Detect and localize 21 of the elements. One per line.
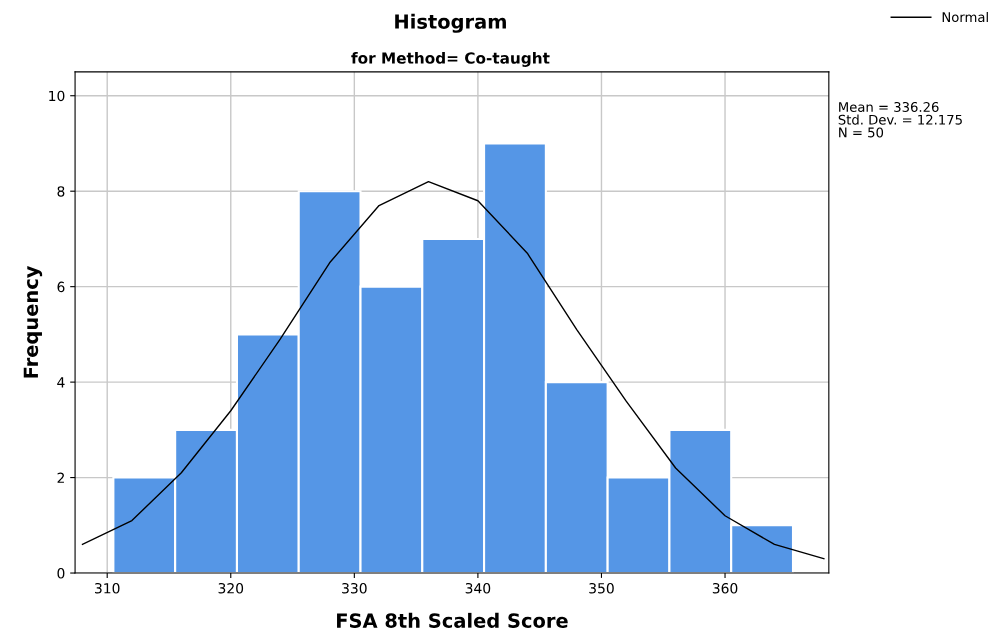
x-tick-label: 330	[342, 583, 367, 594]
legend-label: Normal	[942, 11, 988, 23]
y-tick-label: 2	[57, 472, 64, 483]
x-tick-label: 360	[712, 583, 738, 594]
y-axis-title: Frequency	[23, 265, 43, 378]
chart-title: Histogram	[395, 13, 506, 33]
line-series	[81, 180, 825, 560]
chart-subtitle: for Method= Co-taught	[351, 51, 550, 67]
x-tick-label: 340	[465, 583, 491, 594]
text: Std. Dev. = 12.175	[838, 114, 962, 125]
y-tick-label: 4	[57, 377, 65, 388]
x-axis-title: FSA 8th Scaled Score	[337, 612, 568, 628]
y-tick-label: 6	[57, 281, 65, 293]
x-tick-label: 350	[589, 583, 614, 594]
y-tick-label: 0	[57, 568, 65, 579]
text: N = 50	[839, 127, 884, 138]
y-tick-label: 10	[49, 90, 65, 102]
x-tick-label: 310	[95, 583, 120, 594]
x-tick-label: 320	[218, 583, 244, 594]
text: Mean = 336.26	[839, 101, 939, 112]
y-tick-label: 8	[57, 186, 65, 197]
